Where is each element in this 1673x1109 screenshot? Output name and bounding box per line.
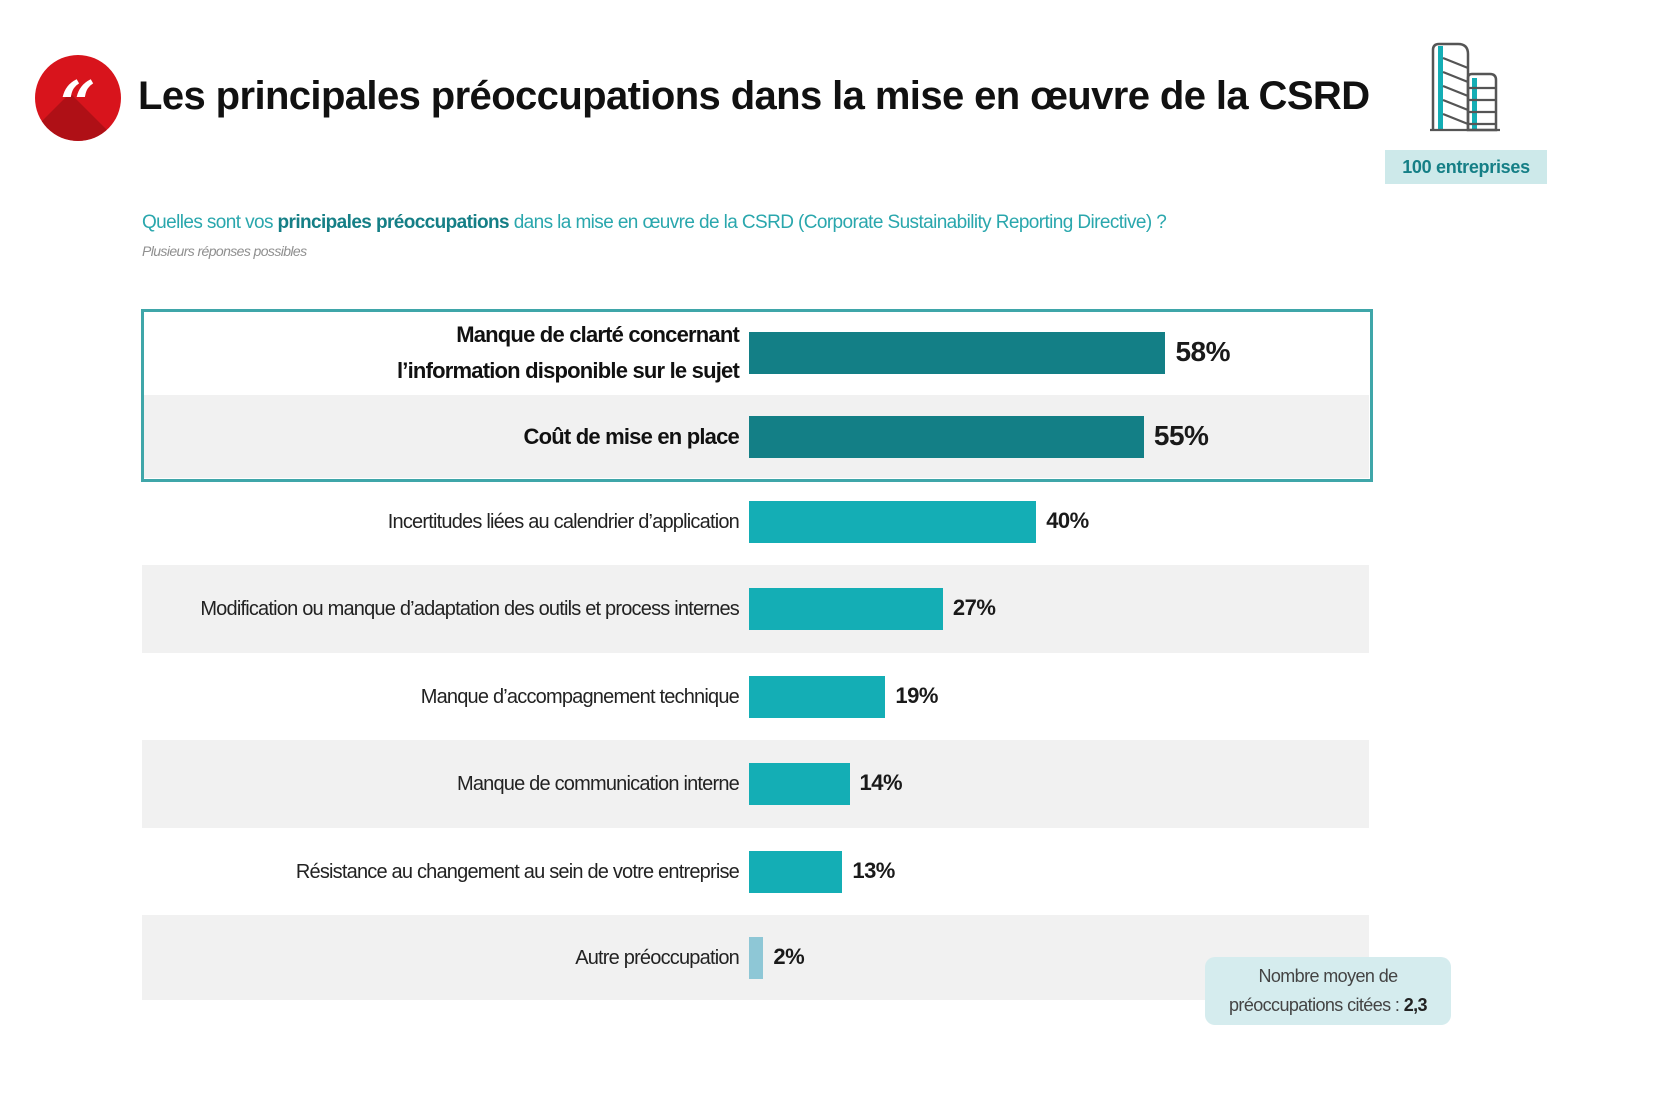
question-emphasis: principales préoccupations (277, 212, 510, 233)
footnote-line-1: Nombre moyen de (1258, 966, 1398, 986)
bar (749, 675, 886, 718)
footnote-label: préoccupations citées : (1229, 995, 1400, 1015)
sample-size-badge: 100 entreprises (1385, 150, 1547, 184)
bar (749, 850, 843, 893)
multiple-answers-note: Plusieurs réponses possibles (142, 243, 307, 259)
chart-row: Manque d’accompagnement technique 19% (142, 653, 1369, 740)
bar (749, 500, 1037, 543)
bar-label-line: Manque de communication interne (456, 773, 740, 795)
chart-row: Modification ou manque d’adaptation des … (142, 565, 1369, 653)
bar-label-line: Manque d’accompagnement technique (420, 685, 740, 708)
bar (749, 331, 1166, 374)
bar-label: Coût de mise en place (524, 419, 740, 455)
average-concerns-note: Nombre moyen de préoccupations citées : … (1205, 957, 1451, 1025)
bar-value-label: 13% (852, 857, 895, 883)
bar-label: Résistance au changement au sein de votr… (295, 854, 740, 890)
chart-row: Manque de clarté concernant l’information… (142, 310, 1369, 395)
bar-chart: Manque de clarté concernant l’information… (142, 310, 1369, 1000)
bar-label-line: Résistance au changement au sein de votr… (295, 860, 740, 883)
chart-row: Résistance au changement au sein de votr… (142, 828, 1369, 915)
bar-value-label: 2% (773, 943, 805, 969)
bar-value-label: 55% (1153, 419, 1209, 451)
bar-label-line: Modification ou manque d’adaptation des … (200, 598, 739, 620)
bar-label-line: Coût de mise en place (523, 423, 740, 449)
page-title: Les principales préoccupations dans la m… (138, 74, 1370, 118)
building-icon (1430, 42, 1500, 132)
bar-label-line: Manque de clarté concernant (456, 321, 740, 347)
bar (749, 588, 943, 630)
bar-value-label: 27% (952, 595, 996, 620)
bar-label-line: Autre préoccupation (575, 946, 740, 969)
bar (749, 415, 1144, 458)
bar-label: Manque de communication interne (456, 766, 740, 802)
footnote-value: 2,3 (1403, 995, 1428, 1015)
question-prefix: Quelles sont vos (142, 212, 278, 233)
quote-glyph: “ (60, 67, 96, 140)
quote-mark-icon: “ (35, 55, 121, 141)
bar-label-line: Incertitudes liées au calendrier d’appli… (387, 510, 740, 533)
bar-label: Manque d’accompagnement technique (420, 679, 740, 715)
chart-row: Autre préoccupation 2% (142, 915, 1369, 1000)
survey-question: Quelles sont vos principales préoccupati… (142, 212, 1167, 234)
bar-label: Modification ou manque d’adaptation des … (200, 591, 739, 627)
bar-value-label: 14% (859, 770, 903, 795)
bar-value-label: 40% (1046, 507, 1089, 533)
chart-row: Incertitudes liées au calendrier d’appli… (142, 478, 1369, 565)
bar-label-line: l’information disponible sur le sujet (397, 357, 740, 383)
chart-row: Coût de mise en place 55% (142, 395, 1369, 478)
bar (749, 936, 764, 979)
bar-value-label: 19% (895, 682, 938, 708)
chart-row: Manque de communication interne 14% (142, 740, 1369, 828)
bar (749, 763, 850, 805)
bar-label: Autre préoccupation (575, 940, 740, 976)
bar-label: Incertitudes liées au calendrier d’appli… (387, 504, 740, 540)
bar-label: Manque de clarté concernant l’information… (397, 317, 740, 389)
question-suffix: dans la mise en œuvre de la CSRD (Corpor… (509, 212, 1167, 233)
bar-value-label: 58% (1175, 335, 1230, 367)
footnote-line-2: préoccupations citées : 2,3 (1205, 991, 1451, 1020)
